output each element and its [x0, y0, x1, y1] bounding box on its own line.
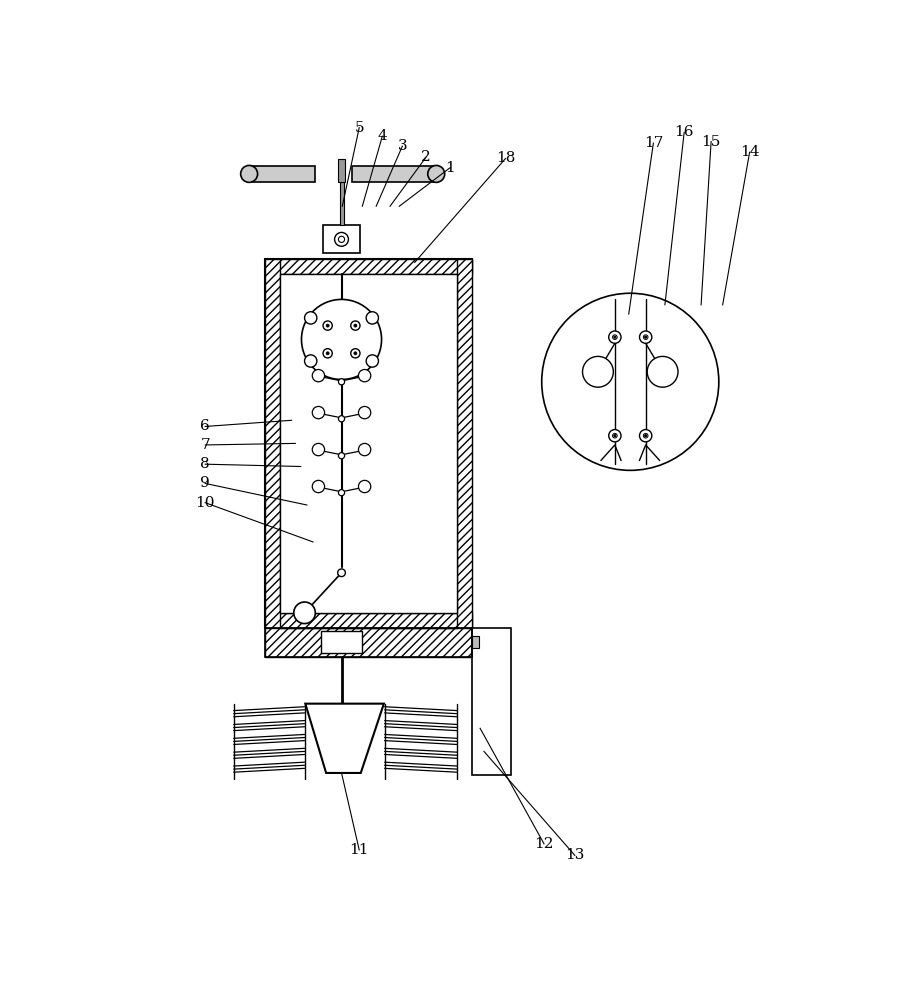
Bar — [280, 274, 457, 613]
Bar — [338, 158, 344, 182]
Circle shape — [614, 435, 615, 436]
Bar — [265, 613, 473, 628]
Circle shape — [338, 453, 344, 459]
Text: 17: 17 — [644, 136, 663, 150]
Text: 12: 12 — [535, 837, 553, 851]
Bar — [323, 225, 360, 253]
Bar — [265, 259, 473, 628]
Text: 13: 13 — [565, 848, 585, 862]
Circle shape — [582, 356, 614, 387]
Bar — [321, 631, 361, 653]
Circle shape — [327, 324, 329, 327]
Circle shape — [614, 336, 615, 338]
Circle shape — [337, 569, 345, 577]
Circle shape — [645, 336, 647, 338]
Circle shape — [323, 321, 332, 330]
Text: 15: 15 — [701, 135, 721, 149]
Text: 7: 7 — [200, 438, 210, 452]
Circle shape — [359, 369, 370, 382]
Circle shape — [366, 355, 379, 367]
Circle shape — [609, 430, 621, 442]
Bar — [265, 259, 473, 274]
Circle shape — [338, 379, 344, 385]
Circle shape — [327, 352, 329, 355]
Circle shape — [359, 406, 370, 419]
Circle shape — [542, 293, 718, 470]
Bar — [473, 636, 479, 648]
Circle shape — [312, 480, 325, 493]
Text: 3: 3 — [397, 139, 407, 153]
Text: 1: 1 — [445, 161, 455, 175]
Circle shape — [338, 416, 344, 422]
Circle shape — [305, 355, 317, 367]
Circle shape — [643, 433, 648, 438]
Circle shape — [312, 406, 325, 419]
Circle shape — [335, 232, 348, 246]
Text: 4: 4 — [378, 129, 388, 143]
Text: 11: 11 — [350, 843, 369, 857]
Circle shape — [613, 433, 617, 438]
Circle shape — [240, 165, 257, 182]
Bar — [457, 259, 473, 628]
Text: 10: 10 — [196, 496, 215, 510]
Circle shape — [312, 443, 325, 456]
Circle shape — [305, 312, 317, 324]
Bar — [265, 628, 473, 657]
Text: 9: 9 — [200, 476, 210, 490]
Text: 8: 8 — [200, 457, 210, 471]
Circle shape — [359, 443, 370, 456]
Circle shape — [351, 349, 360, 358]
Circle shape — [312, 369, 325, 382]
Circle shape — [645, 435, 647, 436]
Circle shape — [294, 602, 316, 624]
Circle shape — [609, 331, 621, 343]
Circle shape — [338, 490, 344, 496]
Circle shape — [428, 165, 445, 182]
Polygon shape — [305, 704, 384, 773]
Circle shape — [353, 324, 357, 327]
Circle shape — [366, 312, 379, 324]
Bar — [265, 628, 473, 657]
Circle shape — [613, 335, 617, 339]
Bar — [340, 182, 344, 225]
Circle shape — [648, 356, 678, 387]
Text: 16: 16 — [675, 125, 694, 139]
Bar — [352, 166, 436, 182]
Circle shape — [640, 331, 652, 343]
Bar — [473, 628, 511, 774]
Circle shape — [353, 352, 357, 355]
Text: 18: 18 — [496, 151, 515, 165]
Text: 14: 14 — [740, 145, 760, 159]
Circle shape — [643, 335, 648, 339]
Circle shape — [323, 349, 332, 358]
Text: 5: 5 — [354, 121, 364, 135]
Circle shape — [338, 236, 344, 242]
Circle shape — [301, 299, 381, 379]
Text: 2: 2 — [422, 150, 431, 164]
Circle shape — [640, 430, 652, 442]
Bar — [249, 166, 315, 182]
Circle shape — [359, 480, 370, 493]
Text: 6: 6 — [200, 419, 210, 433]
Circle shape — [351, 321, 360, 330]
Bar — [265, 259, 280, 628]
